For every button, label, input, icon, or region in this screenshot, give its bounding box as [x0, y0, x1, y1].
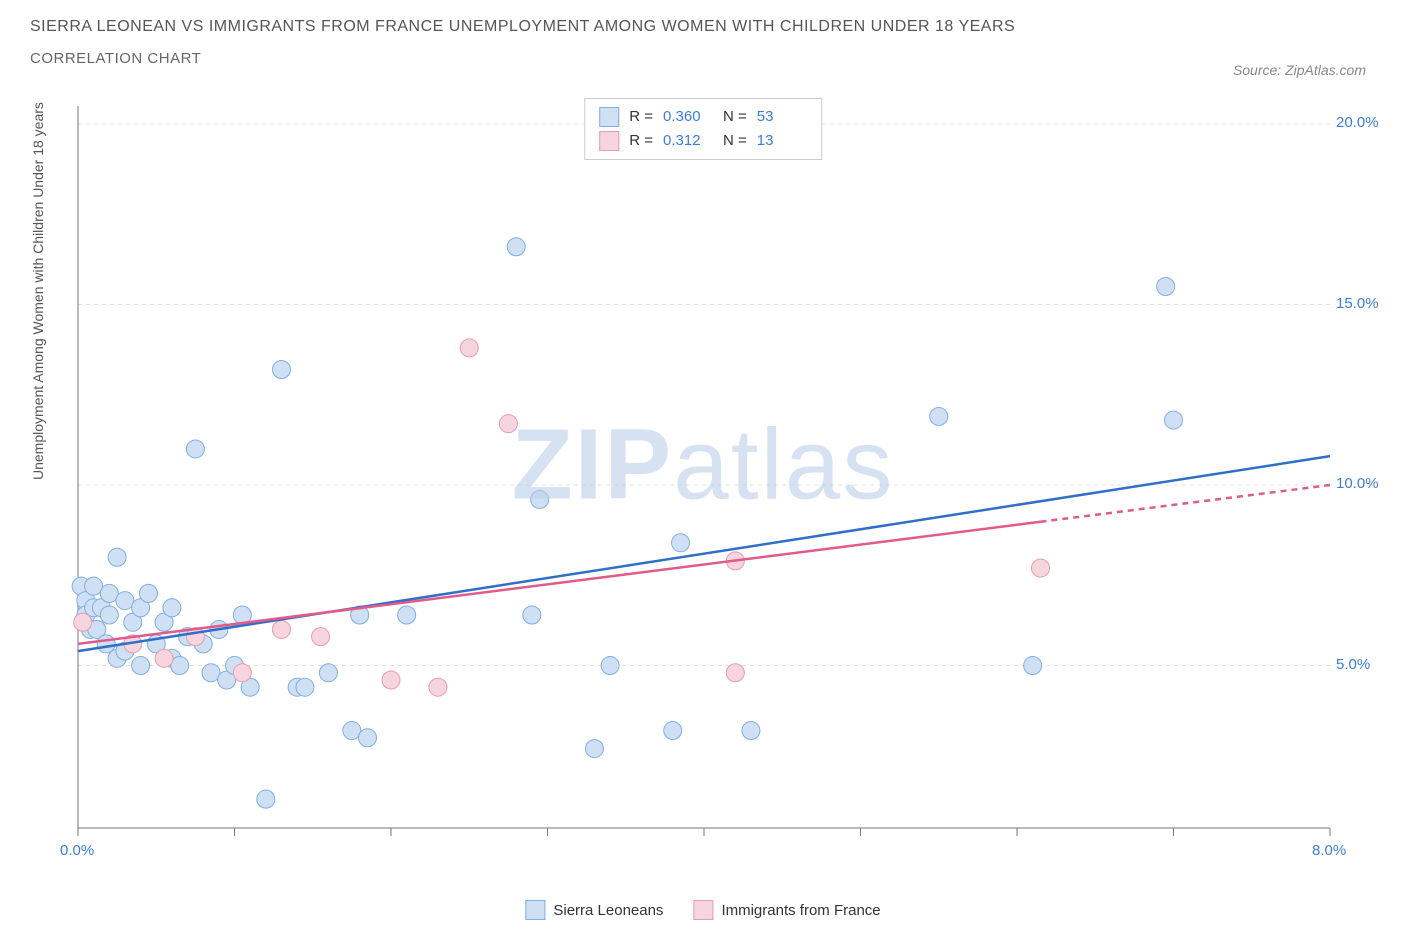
r-value-1: 0.360: [663, 105, 713, 129]
y-tick-label: 5.0%: [1336, 656, 1370, 673]
x-tick-label: 8.0%: [1312, 842, 1346, 859]
legend-item-1: Sierra Leoneans: [525, 900, 663, 920]
swatch-legend-2: [693, 900, 713, 920]
n-value-2: 13: [757, 129, 807, 153]
correlation-row-1: R = 0.360 N = 53: [599, 105, 807, 129]
scatter-chart: [70, 96, 1370, 866]
correlation-legend: R = 0.360 N = 53 R = 0.312 N = 13: [584, 98, 822, 160]
swatch-legend-1: [525, 900, 545, 920]
chart-subtitle: CORRELATION CHART: [30, 50, 1015, 67]
chart-container: SIERRA LEONEAN VS IMMIGRANTS FROM FRANCE…: [0, 0, 1406, 930]
legend-label-2: Immigrants from France: [721, 902, 880, 919]
r-value-2: 0.312: [663, 129, 713, 153]
title-region: SIERRA LEONEAN VS IMMIGRANTS FROM FRANCE…: [30, 18, 1015, 67]
source-attribution: Source: ZipAtlas.com: [1233, 62, 1366, 78]
y-tick-label: 20.0%: [1336, 114, 1379, 131]
swatch-series-2: [599, 131, 619, 151]
correlation-row-2: R = 0.312 N = 13: [599, 129, 807, 153]
legend-item-2: Immigrants from France: [693, 900, 880, 920]
series-legend: Sierra Leoneans Immigrants from France: [525, 900, 880, 920]
chart-title: SIERRA LEONEAN VS IMMIGRANTS FROM FRANCE…: [30, 18, 1015, 36]
x-tick-label: 0.0%: [60, 842, 94, 859]
y-axis-label: Unemployment Among Women with Children U…: [30, 102, 46, 480]
y-tick-label: 10.0%: [1336, 475, 1379, 492]
swatch-series-1: [599, 107, 619, 127]
legend-label-1: Sierra Leoneans: [553, 902, 663, 919]
y-tick-label: 15.0%: [1336, 295, 1379, 312]
n-value-1: 53: [757, 105, 807, 129]
